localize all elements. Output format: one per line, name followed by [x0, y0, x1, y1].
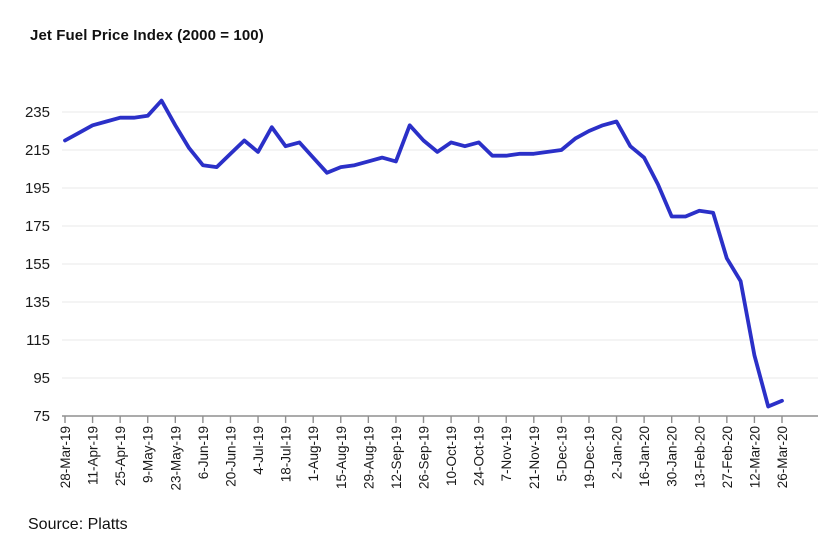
x-axis-label: 13-Feb-20: [692, 426, 707, 488]
x-axis-label: 15-Aug-19: [334, 426, 349, 489]
x-axis-label: 11-Apr-19: [86, 426, 101, 485]
y-axis-label: 235: [25, 104, 50, 121]
x-axis-label: 24-Oct-19: [472, 426, 487, 486]
x-axis-label: 16-Jan-20: [637, 426, 652, 487]
x-axis-label: 7-Nov-19: [499, 426, 514, 482]
x-axis-label: 26-Mar-20: [775, 426, 790, 488]
x-axis-label: 21-Nov-19: [527, 426, 542, 489]
x-axis-label: 30-Jan-20: [665, 426, 680, 487]
x-axis-label: 27-Feb-20: [720, 426, 735, 488]
x-axis-label: 5-Dec-19: [554, 426, 569, 482]
chart-title: Jet Fuel Price Index (2000 = 100): [30, 27, 264, 44]
x-axis-label: 23-May-19: [168, 426, 183, 491]
x-axis-label: 2-Jan-20: [610, 426, 625, 479]
y-axis-label: 155: [25, 256, 50, 273]
x-axis-label: 4-Jul-19: [251, 426, 266, 475]
source-note: Source: Platts: [28, 516, 128, 533]
x-axis-label: 26-Sep-19: [417, 426, 432, 489]
y-axis-label: 75: [33, 408, 50, 425]
price-line-series: [63, 98, 784, 409]
y-axis-labels: 235 215 195 175 155 135 115 95 75: [25, 104, 50, 425]
y-axis-label: 135: [25, 294, 50, 311]
x-axis-labels: 28-Mar-19 11-Apr-19 25-Apr-19 9-May-19 23-Ma…: [58, 426, 790, 491]
x-axis-label: 1-Aug-19: [306, 426, 321, 482]
y-axis-label: 95: [33, 370, 50, 387]
y-axis-label: 215: [25, 142, 50, 159]
y-axis-label: 175: [25, 218, 50, 235]
x-axis-label: 12-Sep-19: [389, 426, 404, 489]
x-axis-label: 10-Oct-19: [444, 426, 459, 486]
x-axis-label: 9-May-19: [141, 426, 156, 483]
x-axis-label: 18-Jul-19: [279, 426, 294, 482]
y-axis-label: 115: [26, 332, 50, 349]
y-axis-label: 195: [25, 180, 50, 197]
x-axis-label: 20-Jun-19: [223, 426, 238, 487]
x-axis-label: 29-Aug-19: [361, 426, 376, 489]
x-axis-label: 28-Mar-19: [58, 426, 73, 488]
x-axis-label: 12-Mar-20: [747, 426, 762, 488]
x-axis-label: 6-Jun-19: [196, 426, 211, 479]
x-axis-label: 19-Dec-19: [582, 426, 597, 489]
x-axis-ticks: [64, 416, 783, 423]
x-axis-label: 25-Apr-19: [113, 426, 128, 486]
